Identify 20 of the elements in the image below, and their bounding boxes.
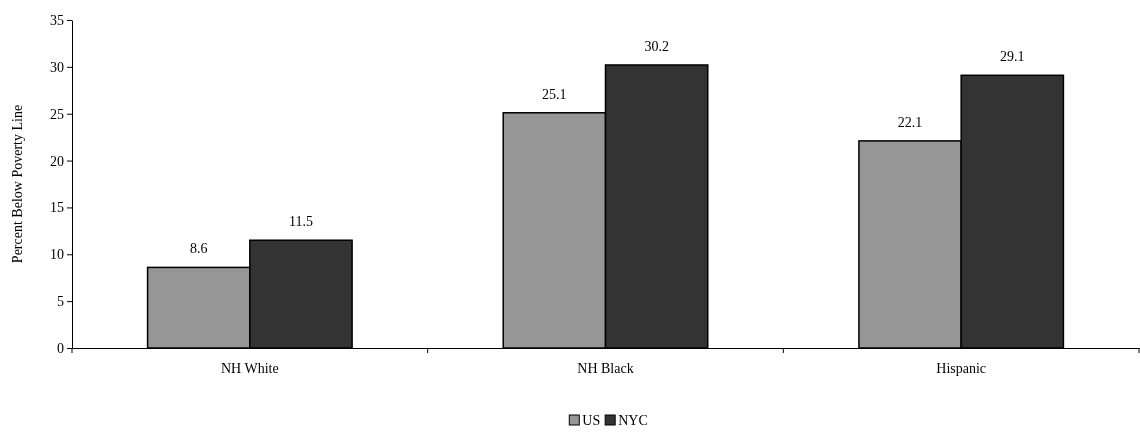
data-label: 22.1: [897, 114, 923, 130]
data-label: 11.5: [288, 214, 313, 230]
y-tick-label: 35: [50, 12, 64, 28]
y-tick-label: 25: [50, 106, 64, 122]
data-label: 30.2: [644, 38, 669, 54]
legend-label: US: [582, 413, 601, 428]
x-tick-label: Hispanic: [936, 361, 987, 377]
y-tick-label: 10: [50, 247, 64, 263]
y-tick-label: 0: [57, 340, 64, 356]
y-tick-label: 15: [50, 200, 64, 216]
data-label: 8.6: [189, 241, 208, 257]
y-tick-label: 5: [57, 294, 64, 310]
legend-label: NYC: [618, 413, 648, 428]
y-tick-label: 20: [50, 153, 64, 169]
data-label: 25.1: [542, 86, 567, 102]
data-label: 29.1: [1000, 49, 1025, 65]
y-tick-label: 30: [50, 59, 64, 75]
y-axis-title: Percent Below Poverty Line: [10, 104, 25, 264]
x-tick-label: NH White: [220, 361, 279, 377]
x-tick-label: NH Black: [577, 361, 634, 377]
